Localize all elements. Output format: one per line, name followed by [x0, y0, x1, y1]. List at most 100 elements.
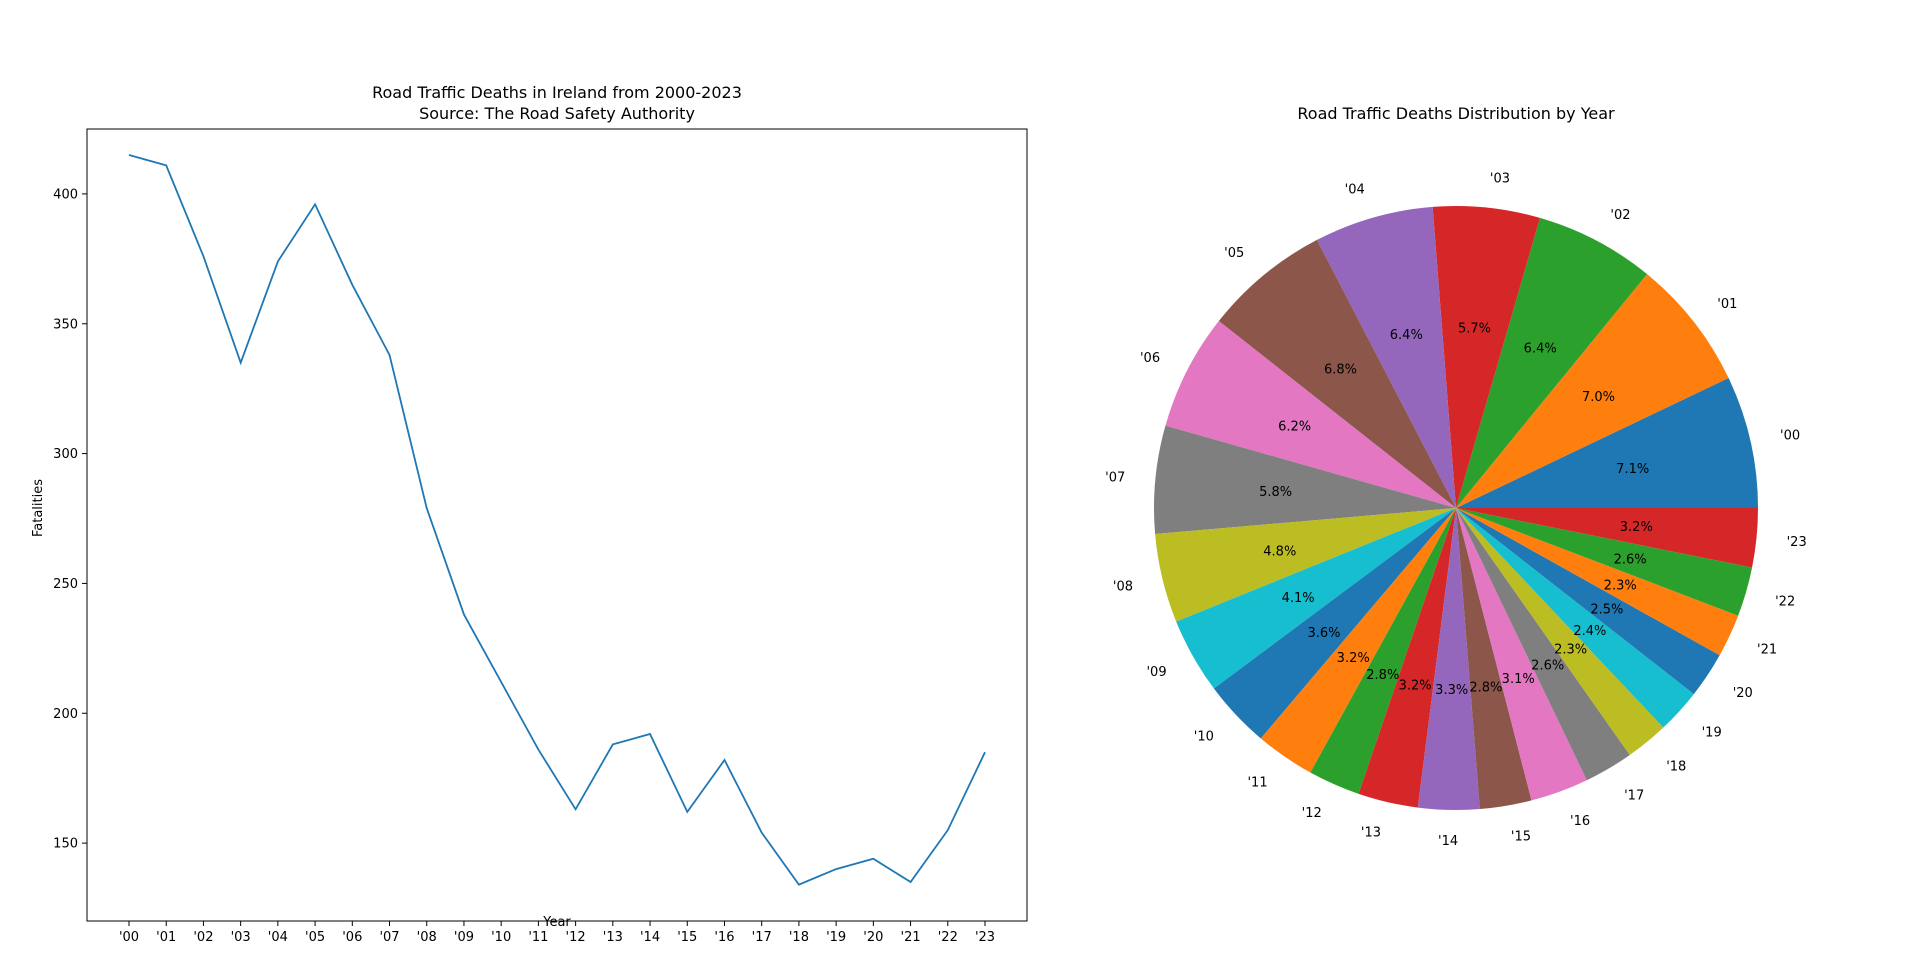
x-axis-label: Year [542, 915, 571, 930]
pie-slice [1456, 508, 1753, 616]
pie-slice [1456, 508, 1664, 755]
x-tick-label: '11 [528, 930, 548, 945]
x-tick-label: '22 [938, 930, 958, 945]
x-tick-label: '14 [640, 930, 660, 945]
pie-percent-label: 2.6% [1531, 658, 1564, 673]
x-axis: '00 '01 '02 '03 '04 '05 '06 '07 '08 '09 '10 '11 '12 '… [119, 921, 995, 945]
pie-year-label: '13 [1361, 826, 1381, 841]
pie-percent-label: 3.6% [1307, 626, 1340, 641]
pie-slice [1456, 508, 1739, 656]
pie-percent-label: 2.5% [1590, 602, 1623, 617]
fatalities-line [128, 154, 986, 886]
pie-year-label: '08 [1113, 580, 1133, 595]
pie-percent-label: 3.2% [1399, 679, 1432, 694]
x-tick-label: '18 [789, 930, 809, 945]
pie-slice [1358, 508, 1456, 808]
pie-year-label: '21 [1757, 643, 1777, 658]
pie-percent-label: 3.2% [1337, 651, 1370, 666]
pie-slice [1456, 274, 1729, 508]
pie-year-label: '06 [1140, 351, 1160, 366]
pie-slice [1155, 508, 1456, 622]
x-tick-label: '20 [863, 930, 883, 945]
x-tick-label: '05 [305, 930, 325, 945]
pie-year-label: '12 [1302, 806, 1322, 821]
pie-year-label: '16 [1570, 814, 1590, 829]
pie-percent-label: 6.2% [1278, 420, 1311, 435]
y-tick-label: 350 [53, 317, 78, 332]
pie-percent-label: 5.7% [1458, 322, 1491, 337]
pie-labels: '00 '01 '02 '03 '04 '05 '06 '07 '08 '09 '10 '11 '12 '… [1105, 172, 1807, 850]
pie-slice [1456, 508, 1720, 695]
pie-percent-label: 3.2% [1620, 520, 1653, 535]
pie-percent-label: 5.8% [1259, 485, 1292, 500]
x-tick-label: '10 [491, 930, 511, 945]
y-tick-label: 200 [53, 707, 78, 722]
pie-slice [1153, 425, 1456, 535]
pie-slice [1310, 508, 1456, 794]
pie-percent-label: 2.3% [1554, 642, 1587, 657]
pie-slice [1316, 206, 1456, 508]
line-chart-title: Road Traffic Deaths in Ireland from 2000… [372, 83, 742, 102]
x-tick-label: '15 [677, 930, 697, 945]
pie-slice [1176, 508, 1456, 689]
pie-percent-label: 3.3% [1435, 683, 1468, 698]
x-tick-label: '03 [231, 930, 251, 945]
pie-year-label: '00 [1780, 429, 1800, 444]
pie-year-label: '05 [1224, 246, 1244, 261]
pie-year-label: '11 [1247, 776, 1267, 791]
pie-year-label: '20 [1733, 686, 1753, 701]
pie-chart: Road Traffic Deaths Distribution by Year… [1105, 104, 1807, 849]
pie-slice [1165, 321, 1456, 508]
pie-year-label: '09 [1146, 665, 1166, 680]
pie-year-label: '07 [1105, 471, 1125, 486]
x-tick-label: '19 [826, 930, 846, 945]
pie-percent-label: 2.8% [1366, 668, 1399, 683]
pie-year-label: '17 [1624, 789, 1644, 804]
pie-slice [1456, 508, 1694, 728]
y-tick-label: 250 [53, 577, 78, 592]
pie-slice [1456, 217, 1648, 508]
pie-percent-label: 4.1% [1282, 591, 1315, 606]
pie-percent-label: 6.4% [1390, 328, 1423, 343]
pie-slice [1260, 508, 1456, 773]
pie-percent-label: 2.4% [1573, 624, 1606, 639]
x-tick-label: '13 [603, 930, 623, 945]
y-tick-label: 400 [53, 187, 78, 202]
pie-year-label: '19 [1702, 726, 1722, 741]
x-tick-label: '07 [379, 930, 399, 945]
pie-year-label: '22 [1775, 594, 1795, 609]
pie-slice [1432, 206, 1540, 508]
x-tick-label: '17 [752, 930, 772, 945]
y-tick-label: 300 [53, 447, 78, 462]
pie-year-label: '02 [1610, 208, 1630, 223]
pie-slice [1218, 239, 1456, 508]
x-tick-label: '16 [714, 930, 734, 945]
pie-year-label: '23 [1787, 535, 1807, 550]
pie-percent-label: 6.8% [1324, 362, 1357, 377]
pie-percentages: 7.1% 7.0% 6.4% 5.7% 6.4% 6.8% 6.2% 5.8% 4.8% 4.1%… [1259, 322, 1653, 698]
y-axis-label: Fatalities [31, 479, 46, 537]
pie-year-label: '01 [1717, 297, 1737, 312]
pie-slice [1213, 508, 1456, 739]
x-tick-label: '02 [193, 930, 213, 945]
pie-slice [1456, 377, 1758, 508]
pie-percent-label: 7.0% [1582, 390, 1615, 405]
y-tick-label: 150 [53, 837, 78, 852]
x-tick-label: '04 [268, 930, 288, 945]
x-tick-label: '00 [119, 930, 139, 945]
pie-year-label: '10 [1194, 730, 1214, 745]
pie-percent-label: 2.8% [1469, 681, 1502, 696]
x-tick-label: '23 [975, 930, 995, 945]
y-axis: 150 200 250 300 350 400 [53, 187, 87, 852]
pie-percent-label: 3.1% [1502, 672, 1535, 687]
x-tick-label: '06 [342, 930, 362, 945]
line-chart-subtitle: Source: The Road Safety Authority [419, 104, 695, 123]
pie-percent-label: 7.1% [1616, 462, 1649, 477]
pie-chart-title: Road Traffic Deaths Distribution by Year [1297, 104, 1615, 123]
pie-year-label: '14 [1438, 834, 1458, 849]
pie-percent-label: 2.6% [1614, 552, 1647, 567]
pie-slice [1456, 508, 1587, 801]
pie-year-label: '03 [1490, 172, 1510, 187]
pie-slice [1456, 508, 1758, 568]
